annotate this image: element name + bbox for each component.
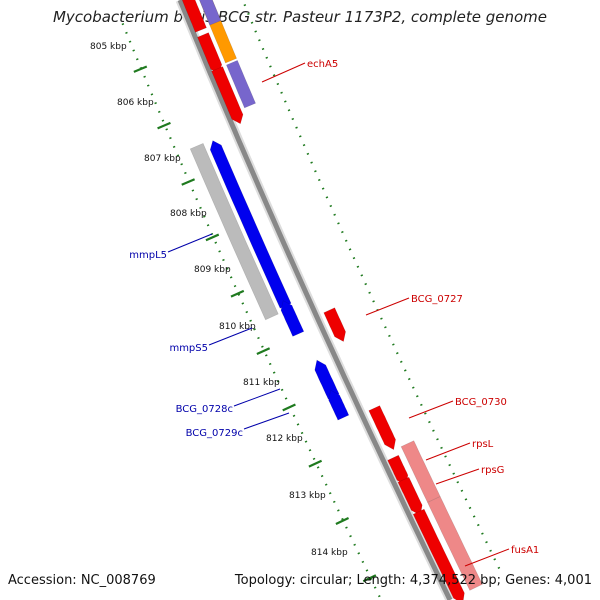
gene-label-mmpL5: mmpL5: [129, 250, 167, 261]
accession-text: Accession: NC_008769: [8, 573, 156, 588]
kbp-tick-mark: [362, 574, 377, 583]
gene-label-echA5: echA5: [307, 59, 338, 70]
gene-upstream-red-1: [181, 0, 207, 33]
gene-BCG_0729c: [328, 389, 350, 421]
gene-mmpS5: [280, 300, 305, 337]
gene-label-rpsG: rpsG: [481, 465, 504, 476]
map-title: Mycobacterium bovis BCG str. Pasteur 117…: [52, 8, 548, 26]
kbp-tick-label: 806 kbp: [117, 98, 154, 108]
gene-label-leader: [233, 388, 281, 407]
gene-label-leader: [261, 62, 306, 83]
gene-fusA1-shadow: [427, 496, 483, 591]
gene-label-fusA1: fusA1: [511, 545, 539, 556]
kbp-tick-label: 810 kbp: [219, 322, 256, 332]
gene-rpsG: [397, 476, 423, 516]
kbp-tick-label: 807 kbp: [144, 154, 181, 164]
gene-label-leader: [408, 400, 454, 419]
gene-label-rpsL: rpsL: [472, 439, 494, 450]
kbp-tick-label: 809 kbp: [194, 265, 231, 275]
kbp-tick-mark: [157, 121, 171, 130]
kbp-tick-label: 811 kbp: [243, 378, 280, 388]
gene-label-leader: [425, 442, 471, 461]
gene-upstream-red-3: [211, 66, 244, 125]
kbp-tick-label: 808 kbp: [170, 209, 207, 219]
gene-label-BCG_0727: BCG_0727: [411, 294, 463, 305]
gene-label-leader: [435, 468, 480, 485]
kbp-tick-mark: [205, 233, 220, 242]
kbp-tick-mark: [308, 459, 323, 468]
gene-BCG_0727: [323, 307, 346, 342]
kbp-tick-mark: [335, 517, 350, 525]
gene-mmpL5-shadow: [189, 143, 279, 321]
kbp-tick-label: 814 kbp: [311, 548, 348, 558]
gene-BCG_0730: [368, 405, 396, 451]
gene-label-leader: [243, 412, 290, 430]
gene-label-leader: [464, 548, 510, 567]
topology-text: Topology: circular; Length: 4,374,522 bp…: [234, 573, 592, 588]
gene-fusA1: [412, 508, 465, 600]
kbp-tick-label: 812 kbp: [266, 434, 303, 444]
gene-label-BCG_0729c: BCG_0729c: [186, 428, 243, 439]
kbp-tick-mark: [256, 347, 271, 355]
gene-top-purple: [199, 0, 222, 26]
kbp-tick-label: 805 kbp: [90, 42, 127, 52]
gene-label-leader: [167, 233, 213, 253]
inner-tick-track: [121, 22, 383, 600]
kbp-tick-mark: [133, 65, 148, 73]
kbp-tick-mark: [230, 289, 245, 298]
gene-label-BCG_0728c: BCG_0728c: [176, 404, 233, 415]
kbp-tick-mark: [181, 178, 196, 186]
genome-backbone: [177, 0, 453, 600]
gene-echA5-partner: [226, 60, 256, 109]
kbp-tick-mark: [282, 403, 296, 412]
gene-label-leader: [208, 327, 253, 346]
gene-label-leader: [365, 297, 410, 316]
gene-label-BCG_0730: BCG_0730: [455, 397, 507, 408]
kbp-tick-label: 813 kbp: [289, 491, 326, 501]
gene-label-mmpS5: mmpS5: [169, 343, 208, 354]
